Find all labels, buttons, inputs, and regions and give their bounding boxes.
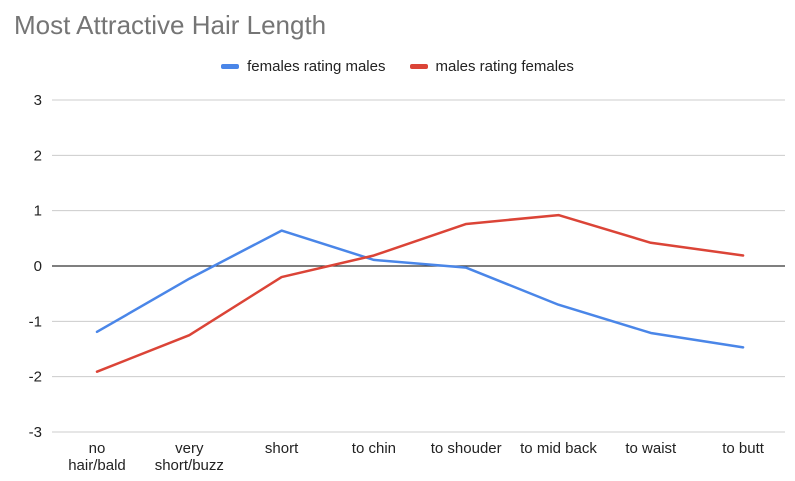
y-tick-label-0: 3 xyxy=(34,92,42,109)
x-tick-label-3: to chin xyxy=(352,440,396,457)
x-tick-label-1-line-1: short/buzz xyxy=(155,457,224,474)
x-tick-label-7: to butt xyxy=(722,440,765,457)
legend-item-series-2: males rating females xyxy=(409,58,574,75)
legend-label-series-1: females rating males xyxy=(247,58,386,75)
legend-item-series-1: females rating males xyxy=(221,58,386,75)
series-line-2 xyxy=(95,213,745,373)
y-tick-label-6: -3 xyxy=(29,424,42,441)
y-tick-label-5: -2 xyxy=(29,369,42,386)
x-tick-label-4: to shouder xyxy=(431,440,502,457)
x-tick-label-0-line-0: no xyxy=(89,440,106,457)
y-tick-label-4: -1 xyxy=(29,313,42,330)
y-tick-label-3: 0 xyxy=(34,258,42,275)
chart-title: Most Attractive Hair Length xyxy=(14,10,327,40)
y-tick-label-2: 1 xyxy=(34,203,42,220)
chart-legend: females rating males males rating female… xyxy=(0,58,795,75)
x-tick-label-6: to waist xyxy=(625,440,677,457)
legend-label-series-2: males rating females xyxy=(435,58,574,75)
x-tick-label-2: short xyxy=(265,440,299,457)
legend-swatch-series-1 xyxy=(221,64,240,69)
series-line-1 xyxy=(95,229,745,349)
x-tick-label-5: to mid back xyxy=(520,440,597,457)
x-tick-label-0-line-1: hair/bald xyxy=(68,457,126,474)
x-tick-label-1-line-0: very xyxy=(175,440,204,457)
legend-swatch-series-2 xyxy=(409,64,428,69)
y-tick-label-1: 2 xyxy=(34,147,42,164)
